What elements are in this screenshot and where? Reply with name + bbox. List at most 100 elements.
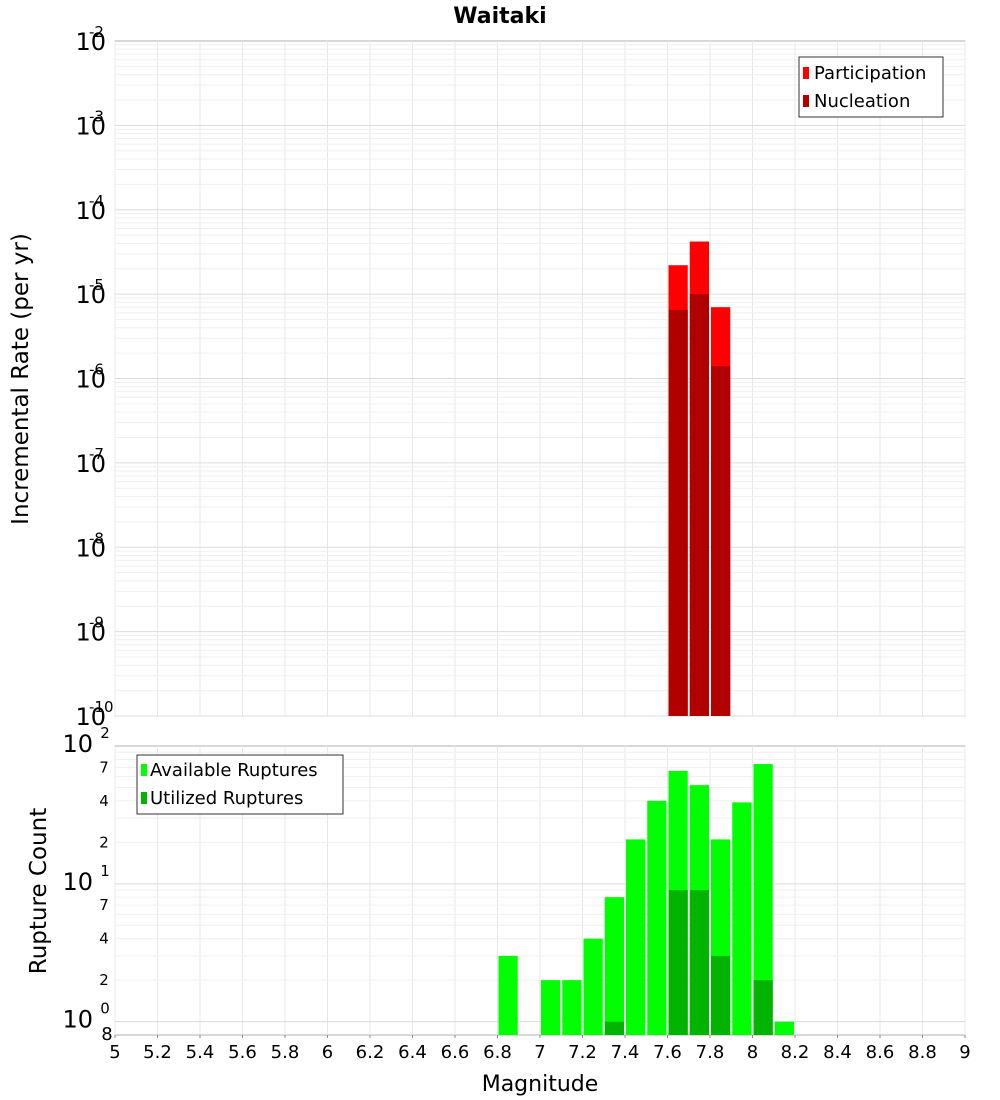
legend-swatch-available	[141, 764, 147, 776]
count-y-minor-tick-label: 2	[99, 833, 109, 851]
x-tick-label: 6	[322, 1042, 333, 1063]
count-x-ticks: 5 5.2 5.4 5.6 5.8 6 6.2 6.4 6.6 6.8 7 7.2 7.4 7.6 7.8 8…	[109, 1035, 971, 1063]
legend-swatch-utilized	[141, 792, 147, 804]
x-tick-label: 7.2	[568, 1042, 597, 1063]
count-y-tick-exponent: 0	[100, 1000, 110, 1018]
x-tick-label: 5.6	[228, 1042, 257, 1063]
x-tick-label: 9	[959, 1042, 970, 1063]
legend-label-utilized: Utilized Ruptures	[150, 788, 303, 809]
count-bar-available-ruptures	[541, 980, 561, 1035]
rate-y-tick-base: 10	[75, 703, 106, 731]
count-bar-utilized-ruptures	[604, 1021, 624, 1035]
rate-grid	[114, 41, 966, 717]
count-bars	[498, 764, 794, 1035]
count-legend: Available Ruptures Utilized Ruptures	[136, 754, 344, 815]
rate-y-tick-base: 10	[75, 534, 106, 562]
rate-y-tick-exponent: -3	[89, 107, 104, 125]
rate-y-tick-exponent: -8	[89, 529, 104, 547]
x-tick-label: 6.8	[483, 1042, 512, 1063]
x-tick-label: 8	[747, 1042, 758, 1063]
x-tick-label: 6.6	[441, 1042, 470, 1063]
rate-bars	[668, 241, 731, 717]
count-y-minor-tick-label: 2	[99, 971, 109, 989]
count-y-ticks: 10 0 10 1 10 2 8 2 4 7 2 4 7	[62, 724, 112, 1045]
count-y-tick-label: 10 1	[62, 862, 109, 896]
rate-y-tick-base: 10	[75, 619, 106, 647]
count-y-axis-label: Rupture Count	[26, 808, 52, 974]
count-panel: 10 0 10 1 10 2 8 2 4 7 2 4 7 5 5.2 5.4 5.6 5.8 6 6.2 6.4 6.6…	[62, 724, 970, 1063]
x-tick-label: 7.8	[696, 1042, 725, 1063]
count-y-tick-base: 10	[62, 1006, 93, 1034]
count-bar-utilized-ruptures	[711, 955, 731, 1035]
rate-y-tick-base: 10	[75, 366, 106, 394]
rate-y-tick-label: 10-9	[75, 614, 106, 647]
count-bar-available-ruptures	[626, 839, 646, 1035]
count-bar-available-ruptures	[583, 938, 603, 1035]
x-tick-label: 7	[534, 1042, 545, 1063]
legend-label-participation: Participation	[814, 63, 926, 84]
count-y-tick-exponent: 1	[100, 862, 110, 880]
x-tick-label: 7.4	[611, 1042, 640, 1063]
count-y-minor-tick-label: 4	[99, 930, 109, 948]
count-bar-utilized-ruptures	[689, 890, 709, 1035]
count-y-minor-tick-label: 4	[99, 792, 109, 810]
legend-swatch-participation	[803, 67, 809, 79]
rate-y-tick-exponent: -10	[89, 698, 114, 716]
x-tick-label: 8.8	[908, 1042, 937, 1063]
count-grid	[114, 746, 966, 1035]
rate-y-tick-label: 10-7	[75, 445, 106, 478]
count-y-tick-label: 10 0	[62, 1000, 109, 1034]
rate-y-tick-exponent: -4	[89, 192, 104, 210]
rate-y-tick-base: 10	[75, 450, 106, 478]
count-y-tick-exponent: 2	[100, 724, 110, 742]
count-bar-available-ruptures	[604, 897, 624, 1035]
rate-bar-nucleation	[689, 294, 709, 716]
count-y-minor-tick-label: 7	[99, 896, 109, 914]
x-tick-label: 8.4	[823, 1042, 852, 1063]
rate-y-tick-base: 10	[75, 112, 106, 140]
x-tick-label: 6.2	[356, 1042, 385, 1063]
rate-bar-nucleation	[668, 309, 688, 716]
legend-label-nucleation: Nucleation	[814, 91, 910, 112]
rate-y-tick-exponent: -5	[89, 276, 104, 294]
x-tick-label: 7.6	[653, 1042, 682, 1063]
chart-title: Waitaki	[453, 4, 546, 29]
rate-y-axis-label: Incremental Rate (per yr)	[8, 233, 34, 525]
x-tick-label: 8.6	[866, 1042, 895, 1063]
count-bar-available-ruptures	[498, 955, 518, 1035]
rate-y-tick-label: 10-8	[75, 529, 106, 562]
rate-y-tick-label: 10-6	[75, 361, 106, 394]
x-tick-label: 8.2	[781, 1042, 810, 1063]
count-bar-utilized-ruptures	[753, 980, 773, 1035]
x-tick-label: 5.4	[186, 1042, 215, 1063]
count-y-tick-base: 10	[62, 730, 93, 758]
count-bar-available-ruptures	[753, 764, 773, 1035]
x-tick-label: 5.8	[271, 1042, 300, 1063]
count-bar-available-ruptures	[732, 802, 752, 1035]
count-bar-utilized-ruptures	[668, 890, 688, 1035]
x-axis-label: Magnitude	[482, 1072, 599, 1097]
rate-y-tick-base: 10	[75, 28, 106, 56]
count-y-tick-base: 10	[62, 868, 93, 896]
count-y-minor-tick-label: 7	[99, 758, 109, 776]
rate-legend-box	[798, 56, 944, 118]
rate-y-tick-label: 10-5	[75, 276, 106, 309]
rate-y-tick-label: 10-10	[75, 698, 113, 731]
rate-bar-nucleation	[711, 366, 731, 716]
x-tick-label: 5	[109, 1042, 120, 1063]
count-bar-available-ruptures	[774, 1021, 794, 1035]
rate-y-tick-label: 10-3	[75, 107, 106, 140]
count-y-tick-label: 10 2	[62, 724, 109, 758]
rate-y-tick-base: 10	[75, 281, 106, 309]
legend-label-available: Available Ruptures	[150, 760, 318, 781]
legend-swatch-nucleation	[803, 95, 809, 107]
count-bar-available-ruptures	[562, 980, 582, 1035]
count-y-minor-tick-label: 8	[101, 1024, 112, 1045]
rate-y-tick-base: 10	[75, 197, 106, 225]
rate-y-tick-label: 10-4	[75, 192, 106, 225]
x-tick-label: 5.2	[143, 1042, 172, 1063]
rate-legend: Participation Nucleation	[798, 56, 944, 118]
